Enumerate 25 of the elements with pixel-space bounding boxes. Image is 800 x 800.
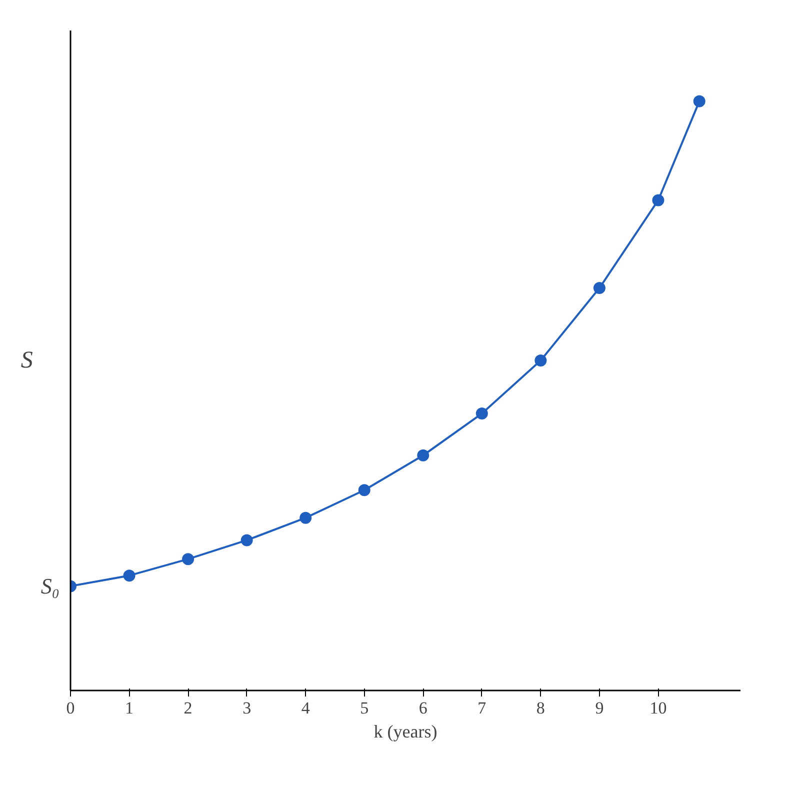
- x-tick-label: 10: [650, 698, 667, 718]
- x-tick-label: 9: [595, 698, 604, 718]
- x-tick-label: 3: [242, 698, 252, 718]
- x-tick-label: 6: [418, 698, 428, 718]
- point: [182, 553, 194, 566]
- point: [358, 484, 370, 496]
- point: [534, 354, 547, 366]
- y-axis-title: S: [20, 348, 33, 374]
- point: [652, 194, 664, 206]
- point: [417, 449, 430, 462]
- point: [693, 95, 706, 108]
- x-tick-label: 0: [66, 698, 75, 718]
- x-tick-label: 1: [125, 698, 134, 718]
- point: [476, 408, 488, 420]
- x-tick-label: 2: [184, 698, 192, 718]
- x-axis-title: k (years): [374, 722, 438, 742]
- x-tick-label: 5: [360, 698, 369, 718]
- annotation: S₀: [40, 574, 60, 599]
- point: [300, 512, 312, 524]
- x-tick-label: 7: [478, 698, 487, 718]
- x-tick-label: 8: [536, 698, 545, 718]
- x-tick-label: 4: [301, 698, 310, 718]
- point: [240, 534, 253, 546]
- point: [593, 282, 606, 294]
- point: [123, 570, 136, 582]
